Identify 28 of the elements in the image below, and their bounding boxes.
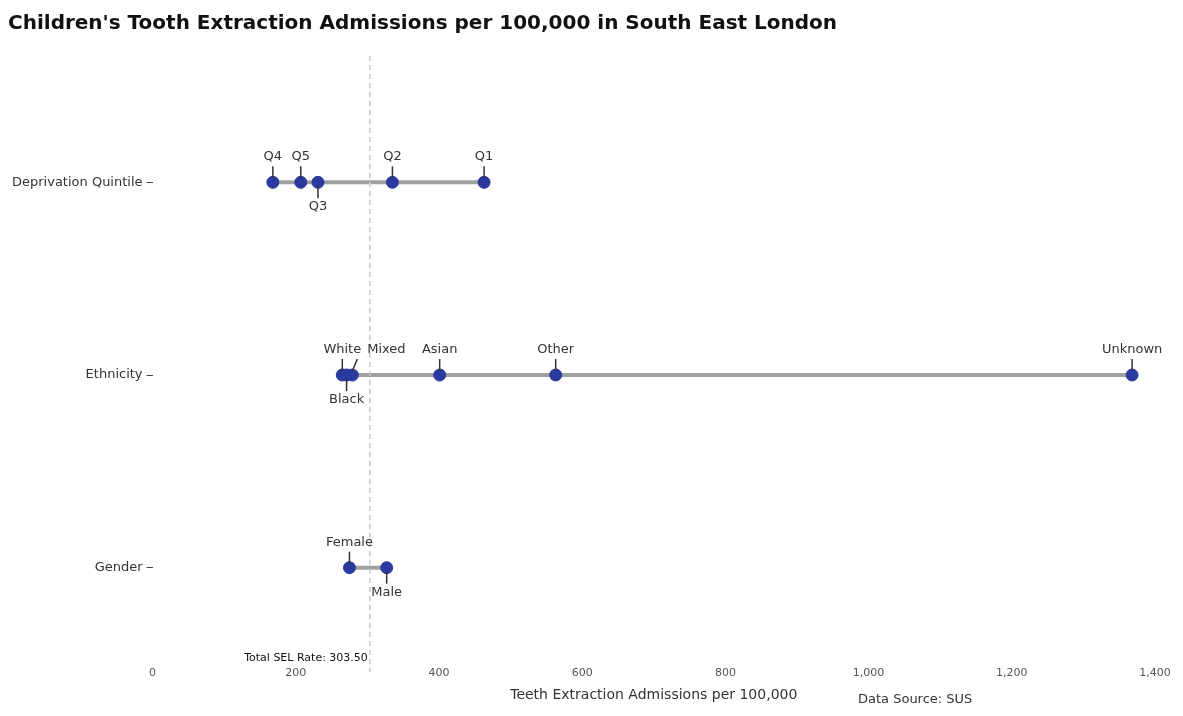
y-tick-label: Deprivation Quintile: [11, 173, 143, 189]
chart-title: Children's Tooth Extraction Admissions per 100,000 in South East London: [8, 10, 838, 35]
x-tick-label: 400: [428, 666, 450, 680]
series-label: Q1: [474, 148, 494, 164]
x-tick-label: 600: [571, 666, 593, 680]
series-label: Other: [537, 340, 575, 356]
y-tick-label: Ethnicity: [85, 366, 143, 382]
series-label: Black: [329, 390, 365, 406]
ref-line-label: Total SEL Rate: 303.50: [243, 651, 368, 665]
x-tick-label: 800: [714, 666, 736, 680]
y-tick-label: Gender: [94, 559, 144, 575]
x-tick-label: 1,200: [996, 666, 1028, 680]
x-tick-label: 0: [149, 666, 157, 680]
x-tick-label: 200: [285, 666, 307, 680]
x-tick-label: 1,000: [852, 666, 885, 680]
series-label: Q4: [263, 148, 283, 164]
series-label: Q5: [291, 148, 311, 164]
series-label: Asian: [421, 340, 458, 356]
series-label: Unknown: [1101, 340, 1163, 356]
series-label: Male: [371, 583, 403, 599]
series-label: Mixed: [367, 340, 406, 356]
source-note: Data Source: SUS: [858, 690, 973, 706]
x-axis-title: Teeth Extraction Admissions per 100,000: [509, 686, 798, 703]
series-label: Female: [325, 533, 373, 549]
x-tick-label: 1,400: [1139, 666, 1171, 680]
series-label: Q2: [383, 148, 402, 164]
series-label: White: [323, 340, 362, 356]
series-label: Q3: [308, 198, 328, 214]
